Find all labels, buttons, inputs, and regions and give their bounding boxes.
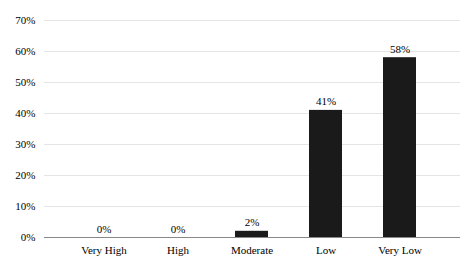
- svg-text:60%: 60%: [15, 45, 35, 57]
- svg-text:Low: Low: [316, 244, 336, 256]
- svg-text:High: High: [167, 244, 190, 256]
- svg-text:50%: 50%: [15, 76, 35, 88]
- svg-text:Moderate: Moderate: [231, 244, 273, 256]
- svg-text:40%: 40%: [15, 107, 35, 119]
- svg-text:Very High: Very High: [81, 244, 127, 256]
- svg-text:10%: 10%: [15, 200, 35, 212]
- svg-text:0%: 0%: [171, 223, 186, 235]
- svg-text:70%: 70%: [15, 14, 35, 26]
- svg-text:41%: 41%: [316, 95, 336, 107]
- svg-text:58%: 58%: [390, 43, 410, 55]
- svg-text:0%: 0%: [21, 231, 36, 243]
- svg-text:30%: 30%: [15, 138, 35, 150]
- svg-text:Very Low: Very Low: [378, 244, 422, 256]
- svg-text:2%: 2%: [245, 216, 260, 228]
- svg-text:0%: 0%: [97, 223, 112, 235]
- svg-text:20%: 20%: [15, 169, 35, 181]
